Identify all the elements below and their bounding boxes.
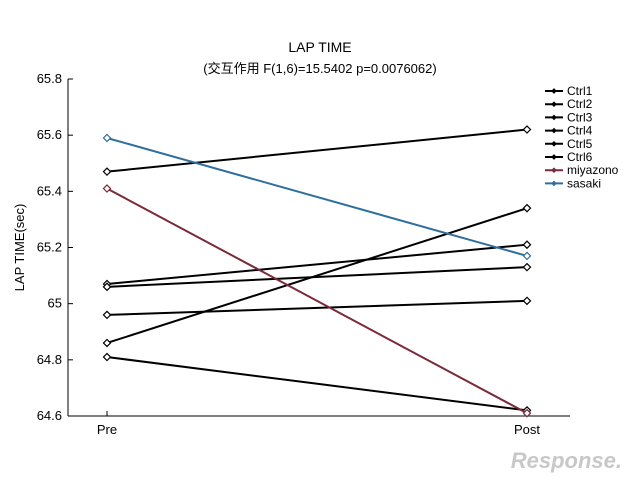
data-point <box>522 203 532 213</box>
series-Ctrl5 <box>102 296 532 320</box>
y-tick-label: 64.6 <box>37 408 62 423</box>
legend-item: Ctrl4 <box>545 124 593 138</box>
series-line <box>106 207 528 344</box>
y-tick-label: 65 <box>48 296 62 311</box>
legend-marker <box>551 154 557 160</box>
series-sasaki <box>102 133 532 261</box>
legend-item: Ctrl2 <box>545 97 593 111</box>
series-line <box>106 137 528 257</box>
legend-item: Ctrl5 <box>545 137 593 151</box>
series-Ctrl2 <box>102 203 532 348</box>
series-Ctrl3 <box>102 240 532 289</box>
legend-marker <box>551 180 557 187</box>
chart-title: LAP TIME <box>288 39 351 55</box>
legend-label: miyazono <box>567 163 619 177</box>
legend-item: sasaki <box>545 176 601 190</box>
data-point <box>102 282 112 292</box>
data-point <box>102 338 112 348</box>
legend-item: Ctrl1 <box>545 84 593 98</box>
legend: Ctrl1Ctrl2Ctrl3Ctrl4Ctrl5Ctrl6miyazonosa… <box>545 84 619 190</box>
data-point <box>522 262 532 272</box>
data-point <box>522 251 532 261</box>
legend-marker <box>551 167 557 174</box>
series-line <box>106 299 528 316</box>
y-tick-label: 65.2 <box>37 240 62 255</box>
series-line <box>106 266 528 288</box>
legend-label: Ctrl2 <box>567 97 593 111</box>
legend-item: miyazono <box>545 163 619 177</box>
y-tick-label: 65.8 <box>37 71 62 86</box>
series-line <box>106 356 528 412</box>
x-tick-label: Post <box>514 422 540 437</box>
y-tick-label: 65.4 <box>37 183 62 198</box>
legend-marker <box>551 88 557 94</box>
series-line <box>106 243 528 286</box>
legend-label: Ctrl5 <box>567 137 593 151</box>
y-tick-label: 64.8 <box>37 352 62 367</box>
series-Ctrl6 <box>102 352 532 415</box>
data-point <box>102 184 112 193</box>
y-tick-label: 65.6 <box>37 127 62 142</box>
series-line <box>106 128 528 173</box>
chart-subtitle: (交互作用 F(1,6)=15.5402 p=0.0076062) <box>203 61 436 76</box>
watermark-logo: Response. <box>511 448 622 473</box>
legend-marker <box>551 140 557 147</box>
series-Ctrl1 <box>102 125 532 177</box>
legend-marker <box>551 114 557 121</box>
series-line <box>106 187 528 415</box>
series-miyazono <box>102 184 532 418</box>
data-point <box>102 133 112 143</box>
legend-label: Ctrl4 <box>567 124 593 138</box>
y-axis-label: LAP TIME(sec) <box>12 204 27 292</box>
legend-label: Ctrl6 <box>567 150 593 164</box>
data-point <box>522 125 532 134</box>
data-point <box>102 167 112 177</box>
axes: 64.6 64.8 65 65.2 65.4 65.6 65.8 Pre Post <box>37 71 570 437</box>
data-point <box>522 240 532 250</box>
legend-marker <box>551 127 557 134</box>
legend-label: Ctrl3 <box>567 110 593 124</box>
legend-label: sasaki <box>567 176 601 190</box>
data-point <box>102 310 112 320</box>
series-layer <box>102 125 532 418</box>
legend-item: Ctrl6 <box>545 150 593 164</box>
legend-marker <box>551 101 557 108</box>
legend-label: Ctrl1 <box>567 84 593 98</box>
data-point <box>522 408 532 418</box>
x-tick-label: Pre <box>97 422 117 437</box>
data-point <box>102 352 112 362</box>
data-point <box>522 296 532 306</box>
legend-item: Ctrl3 <box>545 110 593 124</box>
series-Ctrl4 <box>102 262 532 292</box>
